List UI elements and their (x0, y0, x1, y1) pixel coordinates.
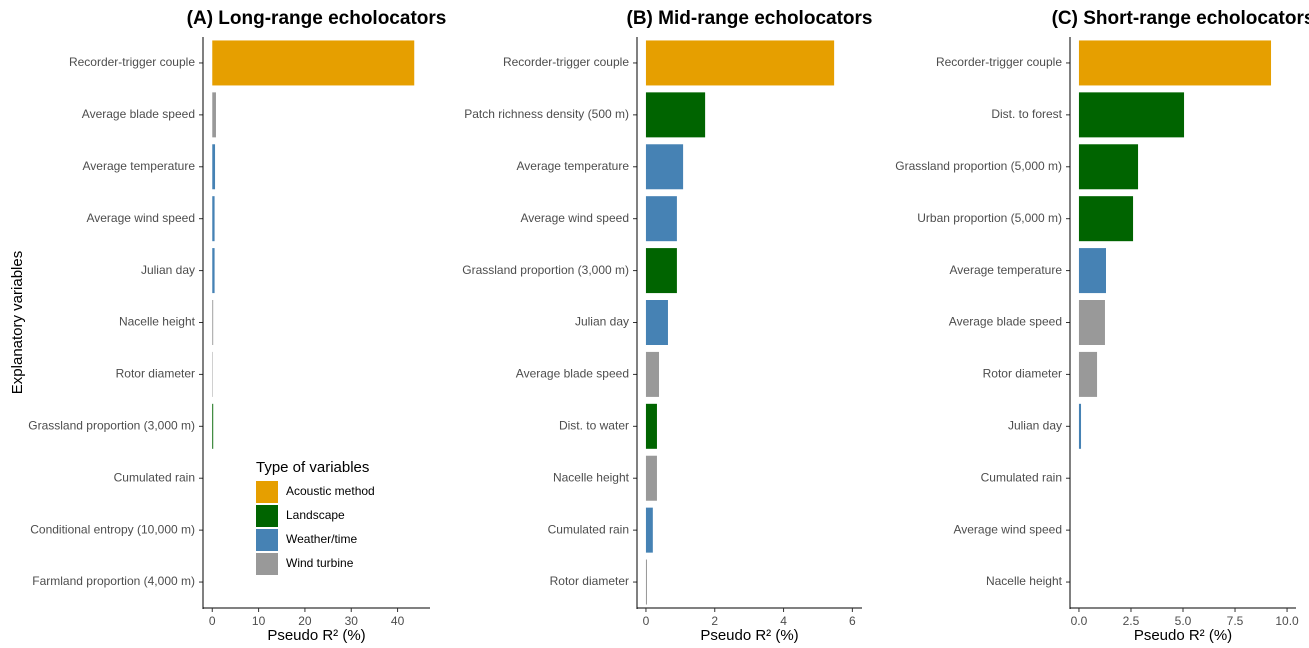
y-tick-label: Rotor diameter (983, 367, 1062, 381)
y-tick-label: Average temperature (516, 159, 629, 173)
x-tick-label: 30 (345, 614, 359, 628)
bar (645, 196, 677, 242)
x-tick-label: 2.5 (1123, 614, 1140, 628)
legend-label: Weather/time (286, 532, 357, 546)
x-tick-label: 10 (252, 614, 266, 628)
y-tick-label: Average wind speed (86, 211, 195, 225)
x-axis-label: Pseudo R² (%) (267, 627, 365, 644)
legend-label: Wind turbine (286, 556, 354, 570)
bar (1078, 92, 1185, 138)
chart-title: (C) Short-range echolocators (1052, 8, 1309, 29)
x-tick-label: 2 (711, 614, 718, 628)
bar (645, 559, 647, 605)
bar (645, 300, 668, 345)
bar (212, 248, 215, 294)
legend-swatch (256, 553, 278, 575)
bar (1078, 144, 1139, 190)
y-tick-label: Recorder-trigger couple (503, 55, 629, 69)
y-tick-label: Farmland proportion (4,000 m) (32, 574, 195, 588)
y-tick-label: Recorder-trigger couple (936, 55, 1062, 69)
x-tick-label: 0 (209, 614, 216, 628)
bar (1078, 403, 1082, 449)
legend-label: Landscape (286, 508, 345, 522)
y-tick-label: Conditional entropy (10,000 m) (30, 522, 195, 536)
y-tick-label: Rotor diameter (550, 574, 629, 588)
y-tick-label: Average blade speed (516, 367, 629, 381)
y-tick-label: Average temperature (949, 263, 1062, 277)
chart-title: (A) Long-range echolocators (187, 8, 447, 29)
bar (645, 248, 677, 294)
y-tick-label: Recorder-trigger couple (69, 55, 195, 69)
bar (212, 300, 214, 345)
y-tick-label: Average temperature (82, 159, 195, 173)
x-tick-label: 0.0 (1071, 614, 1088, 628)
y-tick-label: Grassland proportion (3,000 m) (28, 418, 195, 432)
y-tick-label: Rotor diameter (116, 367, 195, 381)
legend-swatch (256, 529, 278, 551)
y-tick-label: Dist. to water (559, 418, 629, 432)
bar (1078, 40, 1272, 86)
x-tick-label: 0 (643, 614, 650, 628)
y-tick-label: Grassland proportion (3,000 m) (462, 263, 629, 277)
bar (1078, 248, 1107, 294)
bar (212, 40, 415, 86)
bar (645, 403, 657, 449)
bar (645, 351, 660, 397)
bar (212, 196, 215, 242)
y-axis-label: Explanatory variables (9, 251, 26, 394)
y-tick-label: Julian day (141, 263, 195, 277)
chart-title: (B) Mid-range echolocators (627, 8, 873, 29)
legend-label: Acoustic method (286, 484, 375, 498)
y-tick-label: Cumulated rain (981, 470, 1062, 484)
bar (645, 40, 835, 86)
legend-swatch (256, 481, 278, 503)
x-tick-label: 10.0 (1275, 614, 1299, 628)
x-axis-label: Pseudo R² (%) (1134, 627, 1232, 644)
y-tick-label: Average blade speed (949, 315, 1062, 329)
y-tick-label: Patch richness density (500 m) (464, 107, 629, 121)
bar (1078, 196, 1134, 242)
x-tick-label: 40 (391, 614, 405, 628)
bar (212, 403, 214, 449)
y-tick-label: Average wind speed (520, 211, 629, 225)
y-tick-label: Average wind speed (953, 522, 1062, 536)
y-tick-label: Julian day (1008, 418, 1062, 432)
bar (645, 455, 657, 501)
x-tick-label: 7.5 (1227, 614, 1244, 628)
y-tick-label: Urban proportion (5,000 m) (917, 211, 1062, 225)
y-tick-label: Nacelle height (553, 470, 630, 484)
bar (645, 144, 684, 190)
bar (212, 144, 216, 190)
x-tick-label: 6 (849, 614, 856, 628)
x-tick-label: 20 (298, 614, 312, 628)
y-tick-label: Dist. to forest (991, 107, 1062, 121)
y-tick-label: Cumulated rain (548, 522, 629, 536)
x-tick-label: 5.0 (1175, 614, 1192, 628)
x-tick-label: 4 (780, 614, 787, 628)
bar (1078, 300, 1105, 345)
y-tick-label: Nacelle height (119, 315, 196, 329)
y-tick-label: Julian day (575, 315, 629, 329)
y-tick-label: Nacelle height (986, 574, 1063, 588)
bar (212, 92, 216, 138)
legend-swatch (256, 505, 278, 527)
bar (1078, 351, 1098, 397)
bar (645, 92, 706, 138)
y-tick-label: Cumulated rain (114, 470, 195, 484)
x-axis-label: Pseudo R² (%) (700, 627, 798, 644)
y-tick-label: Grassland proportion (5,000 m) (895, 159, 1062, 173)
y-tick-label: Average blade speed (82, 107, 195, 121)
legend-title: Type of variables (256, 459, 369, 476)
bar (645, 507, 653, 553)
